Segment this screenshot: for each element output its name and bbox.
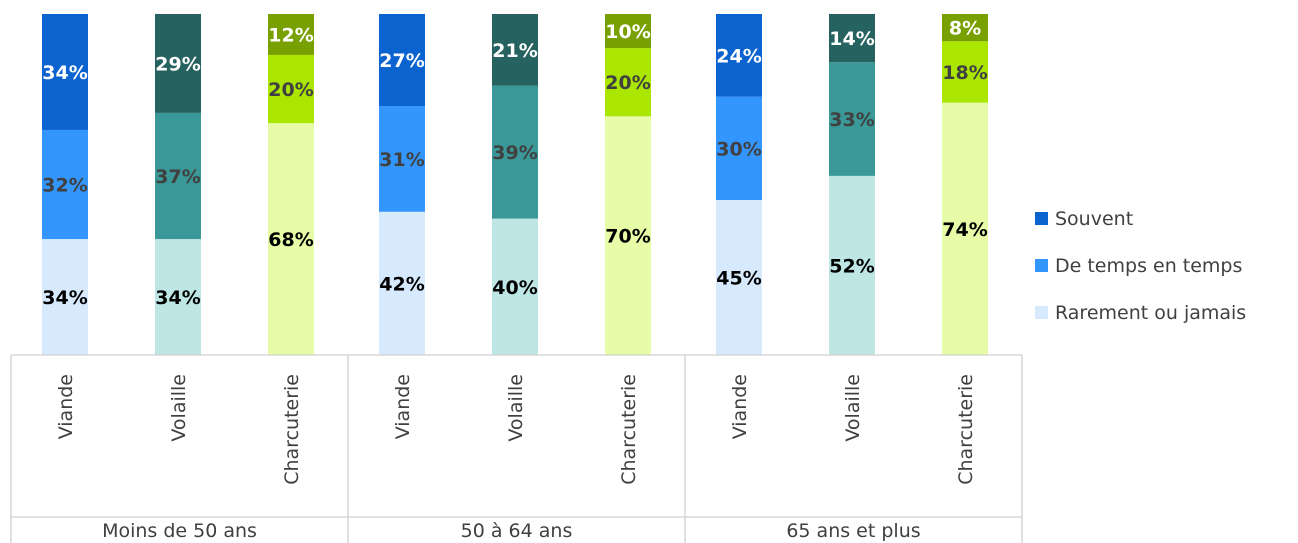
bar-65-ans-et-plus-viande-rarement-ou-jamais: [716, 200, 762, 355]
data-label: 12%: [268, 24, 313, 46]
bar-50-a-64-ans-volaille-rarement-ou-jamais: [492, 218, 538, 355]
data-label: 20%: [268, 79, 313, 101]
bar-65-ans-et-plus-charcuterie-rarement-ou-jamais: [942, 102, 988, 355]
data-label: 33%: [829, 109, 874, 131]
data-label: 68%: [268, 229, 313, 251]
legend-swatch-de-temps-en-temps: [1035, 259, 1048, 272]
bar-65-ans-et-plus-volaille-souvent: [829, 14, 875, 63]
legend-label-de-temps-en-temps: De temps en temps: [1055, 255, 1242, 277]
category-tick-label: Viande: [55, 374, 77, 439]
category-tick-label: Charcuterie: [281, 374, 303, 485]
data-label: 34%: [42, 287, 87, 309]
category-tick-label: Charcuterie: [618, 374, 640, 485]
category-tick-label: Viande: [729, 374, 751, 439]
data-label: 31%: [379, 149, 424, 171]
data-label: 40%: [492, 277, 537, 299]
bar-moins-de-50-ans-viande-souvent: [42, 14, 88, 130]
data-label: 24%: [716, 45, 761, 67]
group-label: Moins de 50 ans: [102, 520, 257, 542]
data-label: 70%: [605, 226, 650, 248]
bar-moins-de-50-ans-viande-de-temps-en-temps: [42, 129, 88, 240]
legend-label-rarement-ou-jamais: Rarement ou jamais: [1055, 302, 1246, 324]
data-label: 39%: [492, 142, 537, 164]
data-label: 30%: [716, 138, 761, 160]
bar-moins-de-50-ans-charcuterie-de-temps-en-temps: [268, 54, 314, 124]
bar-moins-de-50-ans-charcuterie-souvent: [268, 14, 314, 55]
bar-50-a-64-ans-charcuterie-de-temps-en-temps: [605, 48, 651, 117]
data-label: 52%: [829, 255, 874, 277]
data-label: 34%: [42, 62, 87, 84]
bar-moins-de-50-ans-charcuterie-rarement-ou-jamais: [268, 123, 314, 356]
bar-50-a-64-ans-viande-de-temps-en-temps: [379, 106, 425, 212]
data-label: 34%: [155, 287, 200, 309]
bar-65-ans-et-plus-viande-souvent: [716, 14, 762, 97]
bar-65-ans-et-plus-volaille-rarement-ou-jamais: [829, 175, 875, 355]
bar-65-ans-et-plus-charcuterie-souvent: [942, 14, 988, 42]
bar-moins-de-50-ans-volaille-souvent: [155, 14, 201, 113]
data-label: 32%: [42, 175, 87, 197]
category-tick-label: Viande: [392, 374, 414, 439]
bar-65-ans-et-plus-viande-de-temps-en-temps: [716, 96, 762, 200]
legend-swatch-rarement-ou-jamais: [1035, 306, 1048, 319]
data-label: 74%: [942, 219, 987, 241]
bar-65-ans-et-plus-volaille-de-temps-en-temps: [829, 62, 875, 176]
category-tick-label: Volaille: [842, 374, 864, 442]
data-label: 37%: [155, 166, 200, 188]
bar-50-a-64-ans-volaille-souvent: [492, 14, 538, 86]
bar-50-a-64-ans-viande-rarement-ou-jamais: [379, 211, 425, 355]
data-label: 18%: [942, 62, 987, 84]
data-label: 8%: [949, 18, 981, 40]
bar-50-a-64-ans-charcuterie-souvent: [605, 14, 651, 49]
category-tick-label: Charcuterie: [955, 374, 977, 485]
bar-moins-de-50-ans-volaille-rarement-ou-jamais: [155, 239, 201, 355]
group-label: 65 ans et plus: [786, 520, 920, 542]
legend-label-souvent: Souvent: [1055, 208, 1133, 230]
data-label: 21%: [492, 40, 537, 62]
data-label: 29%: [155, 53, 200, 75]
data-label: 42%: [379, 273, 424, 295]
bar-moins-de-50-ans-volaille-de-temps-en-temps: [155, 112, 201, 240]
bar-50-a-64-ans-viande-souvent: [379, 14, 425, 107]
category-tick-label: Volaille: [505, 374, 527, 442]
category-tick-label: Volaille: [168, 374, 190, 442]
data-label: 14%: [829, 28, 874, 50]
bar-50-a-64-ans-charcuterie-rarement-ou-jamais: [605, 116, 651, 355]
group-label: 50 à 64 ans: [461, 520, 573, 542]
bar-65-ans-et-plus-charcuterie-de-temps-en-temps: [942, 41, 988, 103]
legend-swatch-souvent: [1035, 212, 1048, 225]
bar-50-a-64-ans-volaille-de-temps-en-temps: [492, 85, 538, 219]
data-label: 10%: [605, 21, 650, 43]
data-label: 27%: [379, 50, 424, 72]
data-label: 45%: [716, 268, 761, 290]
bar-moins-de-50-ans-viande-rarement-ou-jamais: [42, 239, 88, 355]
data-label: 20%: [605, 72, 650, 94]
